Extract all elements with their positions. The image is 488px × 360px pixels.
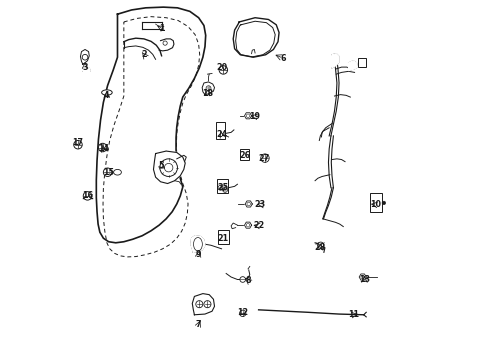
Text: 2: 2 xyxy=(141,50,146,59)
Text: 25: 25 xyxy=(217,183,228,192)
Polygon shape xyxy=(159,39,174,51)
Circle shape xyxy=(381,201,385,205)
Text: 27: 27 xyxy=(258,154,269,163)
Circle shape xyxy=(205,86,210,91)
Text: 22: 22 xyxy=(252,221,264,230)
Text: 26: 26 xyxy=(239,151,249,160)
Polygon shape xyxy=(244,113,251,119)
Text: 6: 6 xyxy=(280,54,285,63)
Circle shape xyxy=(74,140,82,149)
Text: 17: 17 xyxy=(72,139,83,148)
Polygon shape xyxy=(202,82,214,95)
Text: 14: 14 xyxy=(98,144,109,153)
Text: 20: 20 xyxy=(216,63,226,72)
Text: 12: 12 xyxy=(237,308,248,317)
Polygon shape xyxy=(190,236,204,252)
Text: 21: 21 xyxy=(217,234,228,243)
Polygon shape xyxy=(358,274,366,280)
Text: 13: 13 xyxy=(358,275,369,284)
Text: 7: 7 xyxy=(196,320,201,329)
Circle shape xyxy=(219,66,227,74)
Circle shape xyxy=(98,143,107,152)
Text: 1: 1 xyxy=(159,24,164,33)
Circle shape xyxy=(240,277,245,282)
Circle shape xyxy=(203,301,210,308)
Polygon shape xyxy=(81,49,89,64)
Polygon shape xyxy=(153,151,185,184)
Text: 23: 23 xyxy=(254,200,265,209)
Text: 11: 11 xyxy=(347,310,359,319)
Circle shape xyxy=(260,154,269,162)
Circle shape xyxy=(163,41,167,45)
Circle shape xyxy=(103,168,112,176)
Ellipse shape xyxy=(113,170,121,175)
Text: 28: 28 xyxy=(314,243,325,252)
Polygon shape xyxy=(192,294,214,315)
Circle shape xyxy=(195,301,203,308)
Ellipse shape xyxy=(102,90,112,95)
Circle shape xyxy=(317,242,323,248)
Polygon shape xyxy=(348,61,357,71)
Bar xyxy=(369,193,381,212)
Text: 15: 15 xyxy=(103,168,114,177)
Text: 24: 24 xyxy=(216,130,226,139)
Text: 18: 18 xyxy=(202,89,213,98)
Text: 5: 5 xyxy=(159,161,164,170)
Circle shape xyxy=(239,310,245,316)
Circle shape xyxy=(160,159,177,176)
Text: 4: 4 xyxy=(104,91,109,100)
Circle shape xyxy=(222,188,227,192)
Text: 19: 19 xyxy=(249,112,260,121)
Bar xyxy=(357,58,365,67)
Circle shape xyxy=(83,192,92,200)
Circle shape xyxy=(218,185,223,190)
Text: 8: 8 xyxy=(244,276,250,285)
Text: 10: 10 xyxy=(369,200,381,209)
Polygon shape xyxy=(244,222,251,228)
Bar xyxy=(215,122,225,139)
Bar xyxy=(240,149,248,159)
Text: 16: 16 xyxy=(82,192,93,201)
Bar xyxy=(218,230,229,244)
Polygon shape xyxy=(244,201,252,207)
Bar xyxy=(217,179,228,193)
Text: 3: 3 xyxy=(82,63,88,72)
Polygon shape xyxy=(83,68,90,71)
Text: 9: 9 xyxy=(196,249,201,258)
Polygon shape xyxy=(331,54,338,68)
